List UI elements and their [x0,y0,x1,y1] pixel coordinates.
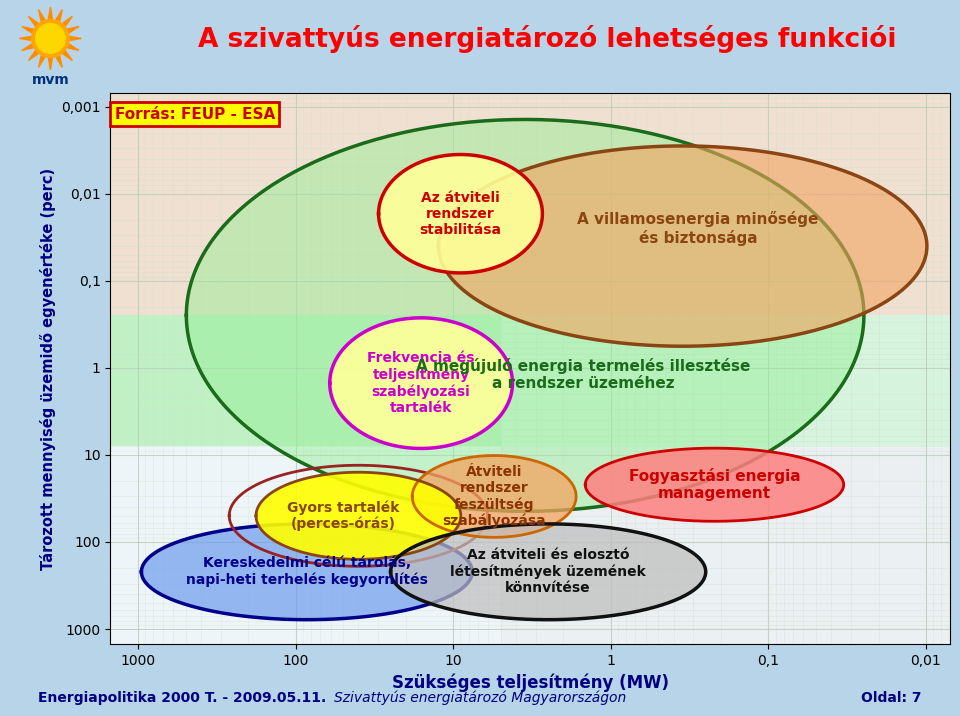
Bar [501,447,950,533]
Polygon shape [56,56,62,67]
Text: Kereskedelmi célú tárolás,
napi-heti terhelés kegyornlítés: Kereskedelmi célú tárolás, napi-heti ter… [186,556,428,587]
X-axis label: Szükséges teljesítmény (MW): Szükséges teljesítmény (MW) [392,674,669,692]
Text: Forrás: FEUP - ESA: Forrás: FEUP - ESA [114,107,275,122]
Polygon shape [29,51,38,61]
Y-axis label: Tározott mennyiség üzemidő egyenértéke (perc): Tározott mennyiség üzemidő egyenértéke (… [39,168,56,570]
Polygon shape [67,44,79,50]
Polygon shape [22,26,34,33]
Text: A szivattyús energiatározó lehetséges funkciói: A szivattyús energiatározó lehetséges fu… [198,24,897,53]
Polygon shape [378,155,542,273]
Polygon shape [329,318,513,448]
Polygon shape [586,448,844,521]
Polygon shape [256,473,461,559]
Text: A megújuló energia termelés illesztése
a rendszer üzeméhez: A megújuló energia termelés illesztése a… [416,358,751,392]
Bar [501,533,950,644]
Bar [110,93,950,315]
Bar [110,315,950,447]
Polygon shape [38,56,45,67]
Polygon shape [22,44,34,50]
Text: Frekvencia és
teljesítmény
szabélyozási
tartalék: Frekvencia és teljesítmény szabélyozási … [368,352,475,415]
Polygon shape [62,51,72,61]
Polygon shape [141,524,472,619]
Polygon shape [38,9,45,21]
Text: mvm: mvm [32,72,69,87]
Polygon shape [29,16,38,26]
Text: Az átviteli és elosztó
létesítmények üzemének
könnvítése: Az átviteli és elosztó létesítmények üze… [450,548,646,595]
Text: Oldal: 7: Oldal: 7 [861,691,922,705]
Text: Gyors tartalék
(perces-órás): Gyors tartalék (perces-órás) [287,500,399,531]
Polygon shape [67,26,79,33]
Polygon shape [56,9,62,21]
Circle shape [36,24,65,53]
Polygon shape [62,16,72,26]
Text: A villamosenergia minősége
és biztonsága: A villamosenergia minősége és biztonsága [577,211,819,246]
Polygon shape [439,146,927,347]
Circle shape [32,19,69,57]
Polygon shape [48,7,53,19]
Text: Átviteli
rendszer
feszültség
szabályozása: Átviteli rendszer feszültség szabályozás… [443,465,546,528]
Polygon shape [48,58,53,69]
Polygon shape [412,455,576,538]
Polygon shape [391,524,706,619]
Bar [110,315,501,447]
Polygon shape [186,120,864,511]
Polygon shape [70,37,82,40]
Text: Szivattyús energiatározó Magyarországon: Szivattyús energiatározó Magyarországon [334,691,626,705]
Text: Az átviteli
rendszer
stabilitása: Az átviteli rendszer stabilitása [420,190,501,237]
Text: Fogyasztási energia
management: Fogyasztási energia management [629,468,801,501]
Text: Energiapolitika 2000 T. - 2009.05.11.: Energiapolitika 2000 T. - 2009.05.11. [38,691,326,705]
Polygon shape [19,37,31,40]
